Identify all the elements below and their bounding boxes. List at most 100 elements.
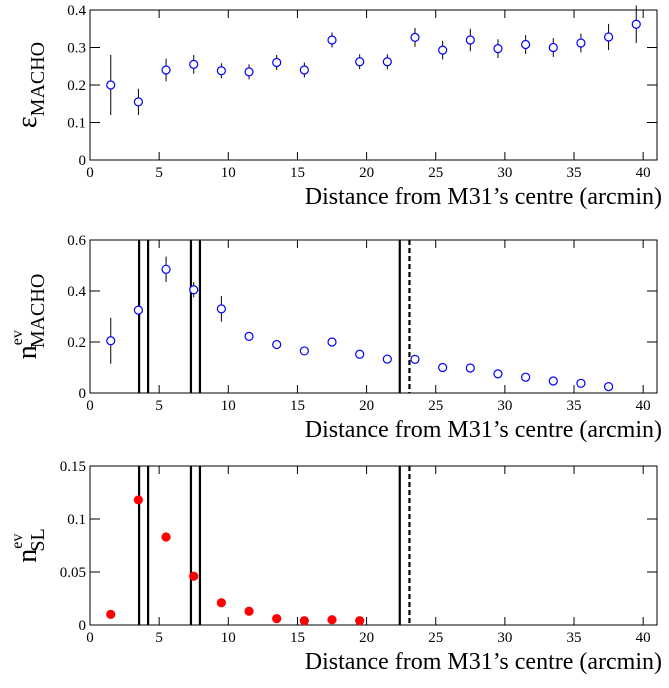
point bbox=[189, 571, 199, 581]
panel: 0 5 10 15 20 25 30 35 40 0 0.1 0.2 0.3 0.4 Distance fr… bbox=[12, 3, 662, 210]
plot-frame bbox=[89, 465, 658, 626]
point bbox=[161, 65, 171, 75]
point bbox=[410, 32, 420, 42]
point bbox=[382, 354, 392, 364]
y-tick-label: 0.4 bbox=[67, 284, 86, 300]
y-axis-label-sub: MACHO bbox=[27, 274, 49, 348]
point bbox=[576, 38, 586, 48]
x-tick-label: 25 bbox=[428, 165, 443, 181]
y-tick-label: 0.05 bbox=[60, 565, 86, 581]
point bbox=[465, 363, 475, 373]
y-tick-label: 0.3 bbox=[67, 41, 86, 57]
point bbox=[244, 67, 254, 77]
point bbox=[548, 376, 558, 386]
point bbox=[548, 42, 558, 53]
point bbox=[272, 614, 282, 624]
point bbox=[493, 369, 503, 379]
y-axis-label: nevMACHO bbox=[9, 274, 49, 360]
x-tick-label: 0 bbox=[86, 165, 94, 181]
point bbox=[299, 65, 309, 75]
point bbox=[216, 66, 226, 76]
y-tick-label: 0 bbox=[79, 153, 87, 169]
point bbox=[493, 44, 503, 54]
x-tick-label: 20 bbox=[359, 165, 374, 181]
x-tick-label: 10 bbox=[221, 165, 236, 181]
point bbox=[244, 331, 254, 341]
point bbox=[576, 378, 586, 388]
y-tick-label: 0.15 bbox=[60, 459, 86, 475]
x-tick-label: 20 bbox=[359, 398, 374, 414]
y-axis-label-main: n bbox=[12, 345, 43, 359]
x-tick-label: 5 bbox=[155, 630, 163, 646]
x-tick-label: 5 bbox=[155, 165, 163, 181]
x-tick-label: 20 bbox=[359, 630, 374, 646]
x-axis-label: Distance from M31’s centre (arcmin) bbox=[305, 417, 662, 443]
point bbox=[106, 609, 116, 620]
point bbox=[272, 57, 282, 68]
point bbox=[521, 372, 531, 382]
x-tick-label: 30 bbox=[497, 165, 512, 181]
point bbox=[299, 346, 309, 356]
point bbox=[410, 354, 420, 364]
x-tick-label: 40 bbox=[636, 398, 651, 414]
x-tick-label: 40 bbox=[636, 630, 651, 646]
x-tick-label: 35 bbox=[567, 398, 582, 414]
point bbox=[355, 349, 365, 359]
y-axis-label-sup: ev bbox=[9, 330, 26, 345]
y-axis-label-sup: ev bbox=[9, 534, 26, 549]
y-tick-label: 0.4 bbox=[67, 3, 86, 19]
y-axis-label-sub: SL bbox=[27, 528, 49, 551]
y-axis-label-main: n bbox=[12, 549, 43, 563]
x-tick-label: 15 bbox=[290, 630, 305, 646]
y-axis-label: nevSL bbox=[9, 528, 49, 562]
point bbox=[465, 35, 475, 45]
panel: 0 5 10 15 20 25 30 35 40 0 0.2 0.4 0.6 Distance from … bbox=[9, 233, 662, 443]
point bbox=[272, 339, 282, 350]
point bbox=[438, 45, 448, 55]
x-tick-label: 30 bbox=[497, 630, 512, 646]
x-tick-label: 0 bbox=[86, 630, 94, 646]
x-tick-label: 40 bbox=[636, 165, 651, 181]
point bbox=[521, 39, 531, 50]
y-tick-label: 0.6 bbox=[67, 233, 86, 249]
point bbox=[631, 19, 641, 29]
point bbox=[603, 382, 614, 392]
x-tick-label: 5 bbox=[155, 398, 163, 414]
y-tick-label: 0.1 bbox=[67, 116, 86, 132]
point bbox=[438, 362, 448, 373]
point bbox=[327, 615, 337, 625]
point bbox=[106, 80, 116, 90]
x-tick-label: 10 bbox=[221, 630, 236, 646]
y-tick-label: 0.2 bbox=[67, 78, 86, 94]
point bbox=[244, 606, 254, 616]
point bbox=[355, 57, 365, 67]
point bbox=[189, 285, 199, 295]
x-tick-label: 25 bbox=[428, 630, 443, 646]
x-tick-label: 35 bbox=[567, 630, 582, 646]
x-axis-label: Distance from M31’s centre (arcmin) bbox=[305, 184, 662, 210]
y-tick-label: 0.2 bbox=[67, 335, 86, 351]
y-axis-label-sub: MACHO bbox=[27, 42, 49, 116]
point bbox=[189, 59, 199, 69]
point bbox=[299, 616, 309, 626]
point bbox=[327, 337, 337, 347]
x-tick-label: 35 bbox=[567, 165, 582, 181]
point bbox=[216, 304, 226, 314]
y-tick-label: 0.1 bbox=[67, 512, 86, 528]
point bbox=[133, 495, 144, 505]
x-tick-label: 10 bbox=[221, 398, 236, 414]
point bbox=[161, 264, 171, 274]
y-axis-label-main: ε bbox=[12, 116, 43, 128]
point bbox=[382, 57, 392, 67]
point bbox=[133, 305, 144, 315]
y-tick-label: 0 bbox=[79, 386, 87, 402]
x-tick-label: 15 bbox=[290, 398, 305, 414]
panel: 0 5 10 15 20 25 30 35 40 0 0.05 0.1 0.15 Distance fro… bbox=[9, 459, 662, 675]
x-tick-label: 0 bbox=[86, 398, 94, 414]
point bbox=[133, 97, 144, 107]
point bbox=[161, 532, 171, 542]
x-tick-label: 15 bbox=[290, 165, 305, 181]
y-tick-label: 0 bbox=[79, 618, 87, 634]
point bbox=[355, 616, 365, 626]
